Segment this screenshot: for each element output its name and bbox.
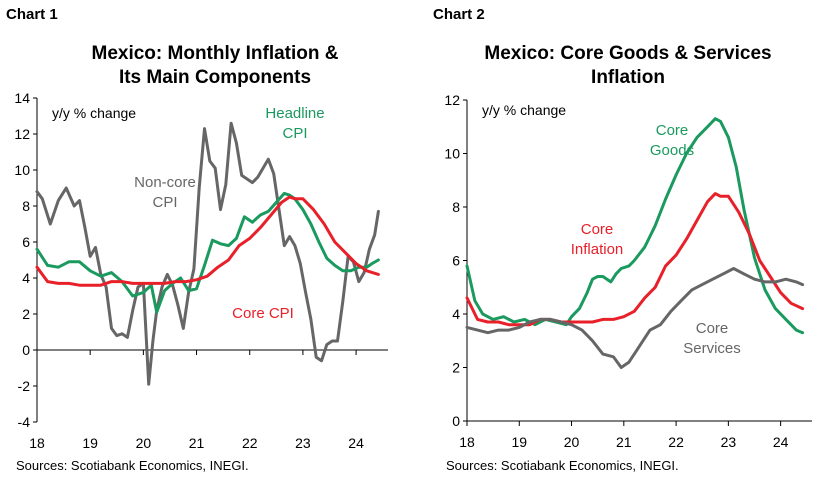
- chart1-series-non-core-cpi: [35, 121, 380, 386]
- chart2-label-core-services-line: Services: [683, 340, 741, 357]
- chart2-series-core-services: [465, 267, 805, 369]
- chart2-label-core-inflation: Core Inflation: [571, 221, 624, 258]
- chart2-label-core-inflation-line: Core: [581, 221, 614, 238]
- chart1-y-tick-label: 0: [22, 342, 30, 358]
- chart2-x-tick-label: 21: [616, 434, 632, 450]
- chart2-y-tick-label: 2: [452, 360, 460, 376]
- chart2-label-core-services-line: Core: [696, 320, 729, 337]
- chart2-y-tick-label: 4: [452, 306, 460, 322]
- chart1-series-headline-cpi: [35, 191, 380, 314]
- chart2-title-line1: Mexico: Core Goods & Services: [484, 43, 772, 64]
- chart1-x-tick-label: 23: [295, 435, 311, 451]
- chart2-title: Mexico: Core Goods & Services Inflation: [433, 42, 823, 90]
- chart1-series-core-cpi: [35, 195, 380, 287]
- chart1-x-tick-label: 19: [82, 435, 98, 451]
- chart1-title: Mexico: Monthly Inflation & Its Main Com…: [20, 42, 410, 90]
- chart1-y-tick-label: 4: [22, 270, 30, 286]
- chart2-label-core-goods-line: Goods: [650, 142, 694, 159]
- chart2-x-tick-label: 19: [511, 434, 527, 450]
- chart1-y-tick-label: -2: [18, 378, 31, 394]
- chart2-label: Chart 2: [433, 6, 485, 23]
- chart1-y-tick-label: 8: [22, 198, 30, 214]
- chart1-label: Chart 1: [6, 6, 58, 23]
- chart1-x-tick-label: 18: [29, 435, 45, 451]
- chart2-x-tick-label: 24: [773, 434, 789, 450]
- chart1-label-headline-cpi-line: Headline: [265, 105, 324, 122]
- chart2-series-core-goods: [465, 117, 805, 335]
- chart2-x-tick-label: 23: [721, 434, 737, 450]
- chart2-y-tick-label: 0: [452, 413, 460, 429]
- chart2-label-core-goods: Core Goods: [650, 122, 694, 159]
- chart1-unit-label: y/y % change: [52, 105, 136, 121]
- chart1-label-non-core-cpi-line: CPI: [152, 194, 177, 211]
- chart2-x-tick-label: 20: [564, 434, 580, 450]
- chart1-title-line2: Its Main Components: [118, 67, 312, 88]
- chart1-y-tick-label: -4: [18, 414, 31, 430]
- chart1-y-tick-label: 2: [22, 306, 30, 322]
- chart1-label-headline-cpi: Headline CPI: [265, 105, 324, 142]
- chart1-label-non-core-cpi: Non-core CPI: [134, 174, 196, 211]
- chart2-y-tick-label: 8: [452, 199, 460, 215]
- chart2-source: Sources: Scotiabank Economics, INEGI.: [446, 458, 679, 473]
- chart1-x-tick-label: 22: [242, 435, 258, 451]
- chart1-y-tick-label: 6: [22, 234, 30, 250]
- chart1-y-tick-label: 12: [14, 126, 30, 142]
- chart2-label-core-goods-line: Core: [656, 122, 689, 139]
- chart2-x-tick-label: 18: [459, 434, 475, 450]
- chart1-source: Sources: Scotiabank Economics, INEGI.: [16, 458, 249, 473]
- chart2-y-tick-label: 10: [444, 146, 460, 162]
- chart1-label-non-core-cpi-line: Non-core: [134, 174, 196, 191]
- chart1-label-core-cpi: Core CPI: [232, 305, 294, 322]
- chart1-x-tick-label: 24: [348, 435, 364, 451]
- chart2-label-core-services: Core Services: [683, 320, 741, 357]
- chart2-title-line2: Inflation: [591, 67, 665, 88]
- chart1-y-tick-label: 10: [14, 162, 30, 178]
- chart1-label-headline-cpi-line: CPI: [282, 125, 307, 142]
- chart2-unit-label: y/y % change: [482, 102, 566, 118]
- chart1-x-tick-label: 21: [189, 435, 205, 451]
- chart1-label-core-cpi-line: Core CPI: [232, 305, 294, 322]
- chart2-y-tick-label: 6: [452, 253, 460, 269]
- chart2-label-core-inflation-line: Inflation: [571, 241, 624, 258]
- chart2-y-tick-label: 12: [444, 92, 460, 108]
- chart1-y-tick-label: 14: [14, 90, 30, 106]
- chart1-x-tick-label: 20: [136, 435, 152, 451]
- chart1-title-line1: Mexico: Monthly Inflation &: [91, 43, 339, 64]
- chart2-x-tick-label: 22: [668, 434, 684, 450]
